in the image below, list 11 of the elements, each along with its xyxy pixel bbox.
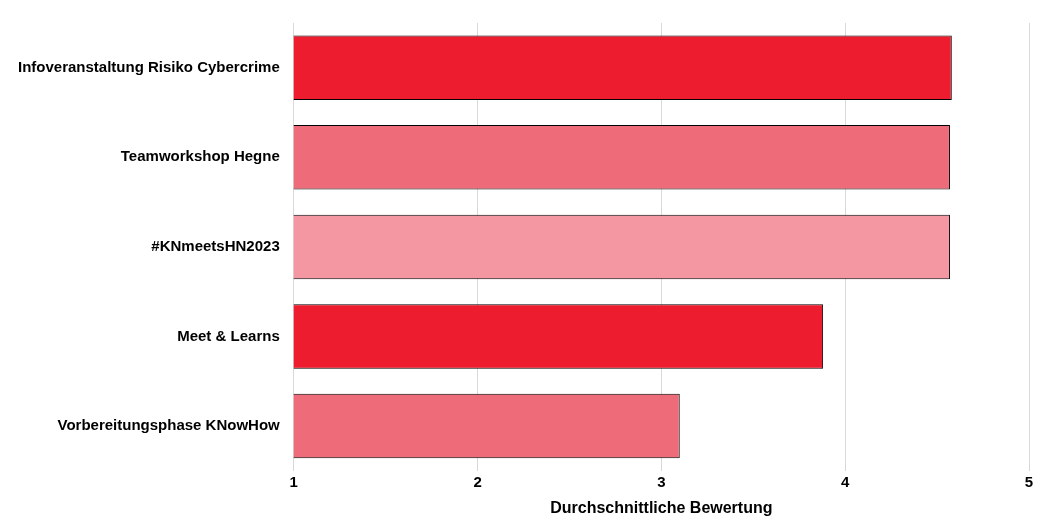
y-tick-label: #KNmeetsHN2023	[151, 237, 280, 255]
x-axis-title: Durchschnittliche Bewertung	[550, 498, 773, 516]
x-tick-label: 2	[473, 472, 482, 490]
y-tick-label: Infoveranstaltung Risiko Cybercrime	[17, 57, 280, 75]
x-tick-label: 5	[1024, 472, 1034, 490]
x-tick-label: 1	[289, 472, 298, 490]
x-tick-label: 4	[841, 472, 851, 490]
x-tick-label: 3	[657, 472, 666, 490]
y-tick-label: Teamworkshop Hegne	[120, 147, 280, 165]
y-tick-label: Vorbereitungsphase KNowHow	[57, 416, 281, 434]
y-tick-label: Meet & Learns	[177, 326, 280, 344]
